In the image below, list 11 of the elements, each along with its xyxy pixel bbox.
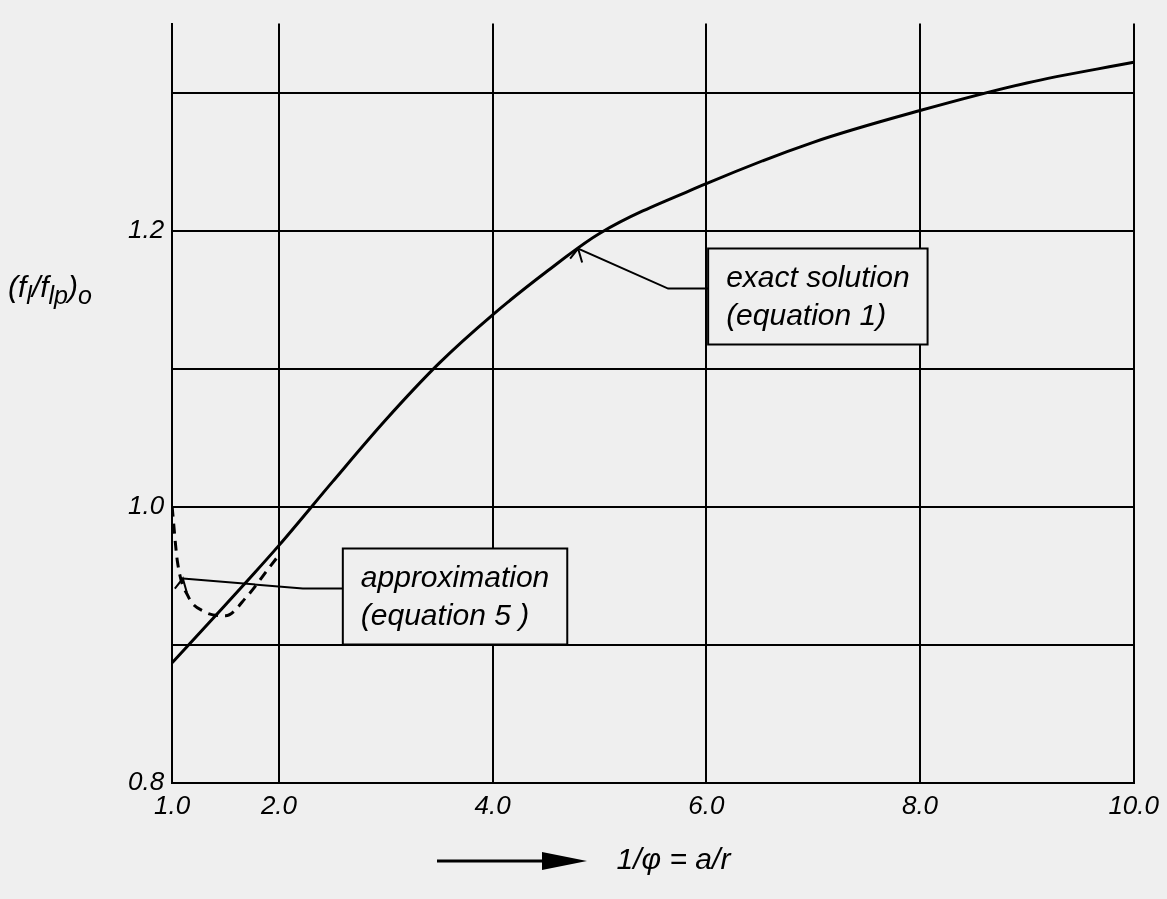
y-tick-label: 1.2 — [127, 213, 165, 244]
annotation: approximation (equation 5 ) — [360, 559, 550, 631]
x-tick-label: 8.0 — [901, 789, 939, 820]
annotation: exact solution (equation 1) — [726, 259, 910, 331]
y-tick-label: 1.0 — [127, 489, 165, 520]
x-tick-label: 6.0 — [688, 789, 725, 820]
x-tick-label: 2.0 — [259, 789, 298, 820]
x-axis-title: 1/φ = a/r — [616, 842, 731, 875]
y-axis-title: (f$_{l}$/f$_{lp}$)$_{o}$ — [8, 270, 92, 310]
x-tick-label: 10.0 — [1108, 789, 1160, 820]
x-tick-label: 4.0 — [474, 789, 512, 820]
